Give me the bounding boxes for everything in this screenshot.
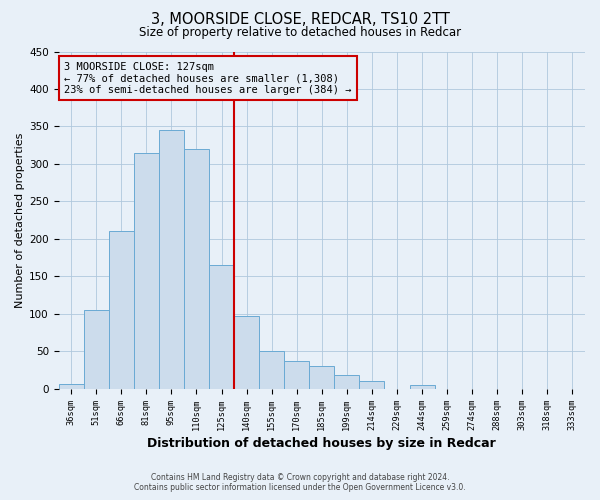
Bar (84, 310, 109, 389)
Bar (109, 232, 134, 389)
Bar (184, 149, 209, 389)
Bar (59, 384, 84, 389)
Bar (134, 152, 159, 389)
Bar (209, 265, 234, 389)
Text: 3 MOORSIDE CLOSE: 127sqm
← 77% of detached houses are smaller (1,308)
23% of sem: 3 MOORSIDE CLOSE: 127sqm ← 77% of detach… (64, 62, 352, 95)
Text: Size of property relative to detached houses in Redcar: Size of property relative to detached ho… (139, 26, 461, 39)
Bar (309, 366, 334, 389)
Bar (234, 316, 259, 389)
Bar (284, 361, 309, 389)
Bar (359, 382, 385, 389)
Text: Contains HM Land Registry data © Crown copyright and database right 2024.
Contai: Contains HM Land Registry data © Crown c… (134, 473, 466, 492)
X-axis label: Distribution of detached houses by size in Redcar: Distribution of detached houses by size … (148, 437, 496, 450)
Bar (334, 376, 359, 389)
Bar (410, 385, 434, 389)
Text: 3, MOORSIDE CLOSE, REDCAR, TS10 2TT: 3, MOORSIDE CLOSE, REDCAR, TS10 2TT (151, 12, 449, 28)
Y-axis label: Number of detached properties: Number of detached properties (15, 132, 25, 308)
Bar (159, 130, 184, 389)
Bar (259, 352, 284, 389)
